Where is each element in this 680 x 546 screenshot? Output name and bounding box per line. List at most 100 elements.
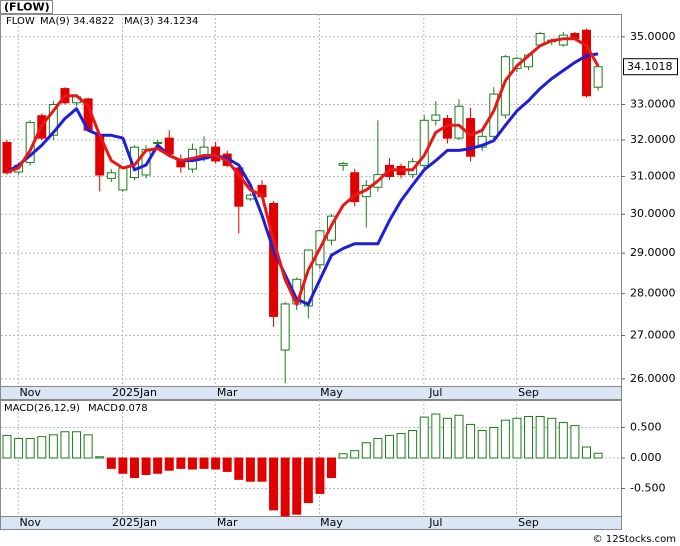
candle-body bbox=[118, 167, 128, 191]
candle-body bbox=[431, 114, 441, 121]
macd-bar bbox=[327, 457, 337, 479]
x-tick-label: Jul bbox=[428, 386, 442, 399]
candle-body bbox=[454, 105, 464, 139]
y-tick-label: 30.0000 bbox=[630, 207, 676, 220]
candle-body bbox=[582, 29, 591, 97]
y-tick-label: 29.0000 bbox=[630, 246, 676, 259]
macd-bar bbox=[303, 457, 313, 504]
ma-line bbox=[6, 37, 600, 306]
macd-bar bbox=[37, 436, 47, 459]
x-tick-label: Sep bbox=[518, 516, 539, 529]
macd-bar bbox=[500, 419, 510, 459]
macd-bar bbox=[489, 426, 499, 459]
macd-bar bbox=[269, 457, 279, 511]
macd-bar bbox=[350, 450, 360, 459]
macd-bar bbox=[83, 434, 93, 459]
macd-bar bbox=[570, 425, 580, 459]
legend-value: 34.4822 bbox=[73, 16, 114, 27]
macd-value-name: MACD: bbox=[88, 403, 121, 414]
macd-title: MACD(26,12,9) bbox=[4, 403, 80, 414]
macd-bar bbox=[164, 457, 174, 471]
macd-bar bbox=[547, 417, 557, 459]
candle-body bbox=[106, 172, 116, 179]
macd-bar bbox=[25, 437, 35, 459]
candle-body bbox=[419, 119, 429, 166]
macd-bar bbox=[106, 457, 116, 469]
x-axis-strip bbox=[0, 516, 622, 530]
macd-value: 0.078 bbox=[119, 403, 148, 414]
ma-line bbox=[6, 52, 599, 306]
y-tick-label: 32.0000 bbox=[630, 133, 676, 146]
macd-bar bbox=[442, 417, 452, 459]
x-tick-label: Mar bbox=[217, 386, 238, 399]
legend-name: MA(9) bbox=[40, 16, 70, 27]
legend-symbol: FLOW bbox=[6, 16, 35, 27]
macd-bar bbox=[292, 457, 302, 515]
macd-bar bbox=[384, 434, 394, 459]
macd-bar bbox=[512, 417, 522, 459]
y-tick-label: 31.0000 bbox=[630, 169, 676, 182]
chart-title: (FLOW) bbox=[4, 1, 50, 14]
y-tick-label: 35.0000 bbox=[630, 30, 676, 43]
legend-value: 34.1234 bbox=[157, 16, 198, 27]
x-tick-label: 2025Jan bbox=[112, 516, 157, 529]
macd-bar bbox=[153, 457, 163, 474]
footer: © 12Stocks.com bbox=[593, 534, 676, 545]
macd-bar bbox=[14, 437, 24, 459]
macd-bar bbox=[535, 415, 545, 459]
macd-bar bbox=[118, 457, 128, 474]
candle-body bbox=[2, 141, 12, 174]
x-axis-strip bbox=[0, 386, 622, 400]
candle-body bbox=[269, 203, 279, 317]
candle-body bbox=[153, 141, 163, 145]
macd-bar bbox=[60, 431, 70, 459]
candle-body bbox=[477, 135, 487, 148]
x-tick-label: 2025Jan bbox=[112, 386, 157, 399]
price-panel bbox=[0, 14, 622, 387]
macd-bar bbox=[524, 415, 534, 459]
macd-bar bbox=[257, 457, 267, 482]
candle-body bbox=[350, 172, 360, 203]
macd-bar bbox=[176, 457, 186, 469]
y-tick-label: -0.500 bbox=[630, 482, 665, 495]
y-tick-label: 28.0000 bbox=[630, 287, 676, 300]
macd-bar bbox=[558, 422, 568, 459]
price-tag-label: 34.1018 bbox=[627, 60, 673, 73]
candle-body bbox=[48, 104, 58, 136]
macd-bar bbox=[234, 457, 244, 480]
macd-bar bbox=[245, 457, 255, 482]
y-tick-label: 0.500 bbox=[630, 420, 662, 433]
x-tick-label: Nov bbox=[19, 516, 41, 529]
macd-bar bbox=[48, 434, 58, 459]
y-tick-label: 0.000 bbox=[630, 451, 662, 464]
macd-bar bbox=[2, 434, 12, 459]
x-tick-label: Nov bbox=[19, 386, 41, 399]
x-tick-label: Jul bbox=[428, 516, 442, 529]
macd-bar bbox=[454, 414, 464, 459]
candle-body bbox=[466, 118, 476, 157]
macd-bar bbox=[396, 433, 406, 459]
y-tick-label: 27.0000 bbox=[630, 328, 676, 341]
macd-bar bbox=[431, 413, 441, 459]
macd-bar bbox=[361, 442, 371, 459]
candle-body bbox=[338, 163, 348, 166]
legend-name: MA(3) bbox=[124, 16, 154, 27]
macd-bar bbox=[222, 457, 232, 472]
y-tick-label: 33.0000 bbox=[630, 98, 676, 111]
macd-bar bbox=[280, 457, 290, 517]
x-tick-label: May bbox=[320, 516, 343, 529]
macd-bar bbox=[95, 456, 105, 459]
macd-bar bbox=[477, 430, 487, 459]
x-tick-label: Mar bbox=[217, 516, 238, 529]
macd-bar bbox=[582, 446, 591, 459]
x-tick-label: May bbox=[320, 386, 343, 399]
macd-bar bbox=[72, 431, 82, 459]
macd-bar bbox=[373, 437, 383, 459]
macd-bar bbox=[129, 457, 139, 479]
macd-bar bbox=[211, 457, 221, 470]
candle-body bbox=[500, 56, 510, 116]
candle-body bbox=[280, 303, 290, 351]
macd-bar bbox=[408, 430, 418, 459]
macd-bar bbox=[593, 452, 603, 459]
